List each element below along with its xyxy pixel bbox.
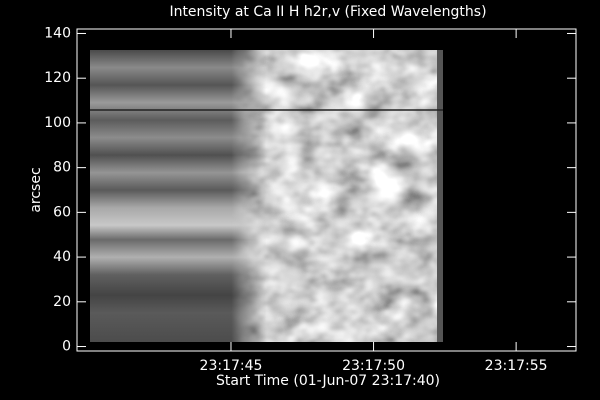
y-axis-label: arcsec — [28, 167, 44, 212]
x-axis-label: Start Time (01-Jun-07 23:17:40) — [216, 373, 440, 389]
y-tick-label: 80 — [53, 160, 71, 176]
x-tick-label: 23:17:55 — [485, 358, 548, 374]
y-tick-label: 100 — [44, 115, 71, 131]
plot-frame — [76, 28, 577, 352]
intensity-image — [90, 50, 443, 342]
chart-title: Intensity at Ca II H h2r,v (Fixed Wavele… — [169, 4, 486, 20]
y-tick-label: 140 — [44, 25, 71, 41]
y-tick-label: 0 — [62, 339, 71, 355]
y-tick-label: 120 — [44, 70, 71, 86]
y-tick-label: 20 — [53, 294, 71, 310]
x-tick-label: 23:17:50 — [342, 358, 405, 374]
y-tick-label: 60 — [53, 204, 71, 220]
x-tick-label: 23:17:45 — [200, 358, 263, 374]
y-tick-label: 40 — [53, 249, 71, 265]
